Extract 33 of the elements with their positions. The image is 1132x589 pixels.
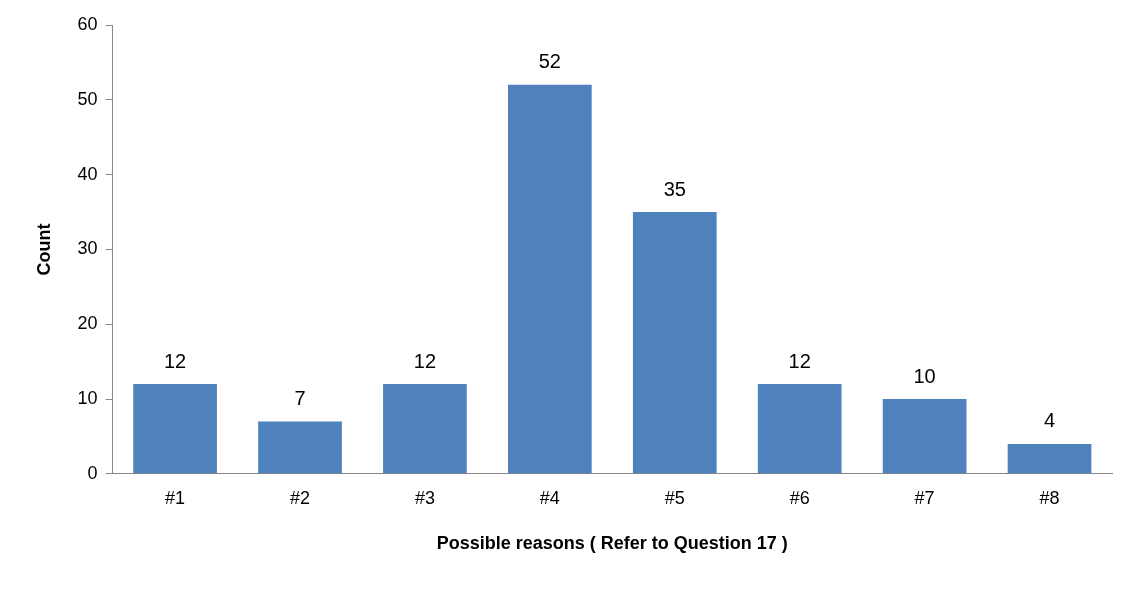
data-label: 7 (294, 386, 306, 409)
bar (1007, 443, 1092, 474)
bar (632, 212, 717, 474)
y-tick-label: 60 (77, 13, 98, 34)
x-tick-label: #8 (1039, 487, 1060, 508)
x-tick-label: #7 (914, 487, 935, 508)
y-tick-label: 50 (77, 88, 98, 109)
bar (383, 384, 467, 474)
data-label: 35 (663, 177, 686, 200)
data-label: 12 (413, 349, 437, 372)
y-tick-label: 40 (77, 163, 98, 184)
x-tick-label: #3 (414, 487, 435, 508)
data-label: 52 (538, 50, 561, 73)
y-tick-label: 10 (77, 387, 98, 408)
bar (508, 84, 592, 474)
data-label: 10 (913, 364, 936, 387)
y-tick-label: 0 (87, 462, 98, 483)
y-tick-label: 30 (77, 238, 98, 259)
x-tick-label: #4 (539, 487, 560, 508)
x-tick-label: #6 (789, 487, 810, 508)
x-axis-title: Possible reasons ( Refer to Question 17 ) (436, 533, 788, 554)
y-tick-label: 20 (77, 313, 98, 334)
x-tick-label: #5 (664, 487, 685, 508)
data-label: 12 (163, 349, 187, 372)
y-axis-title: Count (33, 223, 54, 276)
bar (757, 384, 842, 474)
data-label: 12 (788, 349, 811, 372)
x-tick-label: #1 (165, 487, 186, 508)
bar (882, 399, 967, 474)
x-tick-label: #2 (289, 487, 311, 508)
data-label: 4 (1043, 409, 1056, 432)
bar (258, 421, 342, 474)
bar (133, 384, 217, 474)
